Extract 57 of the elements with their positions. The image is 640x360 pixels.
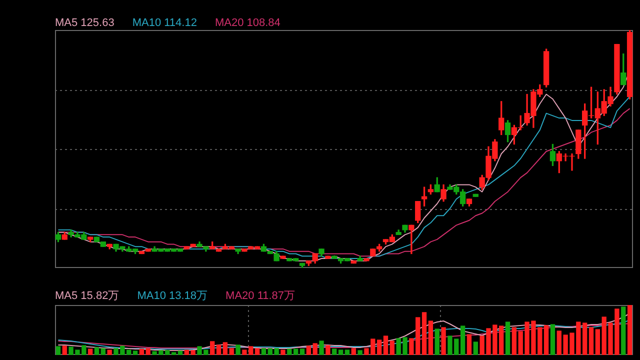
bar	[512, 327, 517, 355]
bar	[132, 350, 138, 355]
bar	[505, 322, 510, 355]
bar	[254, 348, 260, 355]
bar	[216, 344, 222, 355]
bar	[550, 324, 556, 355]
bar	[434, 328, 440, 355]
bar	[351, 348, 356, 355]
bar	[326, 345, 330, 355]
bar	[300, 348, 305, 355]
bar	[139, 348, 144, 355]
bar	[338, 350, 344, 355]
bar	[344, 350, 350, 355]
bar	[94, 347, 100, 355]
bar	[422, 312, 427, 355]
text: MA5 125.63	[55, 17, 114, 29]
bar	[319, 340, 324, 355]
bar	[178, 350, 183, 355]
bar	[222, 342, 228, 355]
bar	[294, 348, 298, 355]
bar	[287, 348, 292, 355]
bar	[100, 348, 106, 355]
bar	[306, 346, 312, 355]
bar	[171, 352, 176, 355]
bar	[428, 320, 434, 355]
bar	[390, 340, 394, 355]
bar	[358, 350, 362, 355]
text: MA10 114.12	[132, 17, 197, 29]
bar	[107, 350, 112, 355]
bar	[280, 350, 286, 355]
bar	[62, 346, 67, 355]
bar	[466, 334, 472, 355]
bar	[210, 341, 215, 355]
bar	[146, 348, 150, 355]
bar	[473, 342, 478, 355]
bar	[261, 348, 266, 355]
bar	[588, 327, 594, 355]
bar	[312, 343, 318, 355]
bar	[441, 327, 446, 355]
text: MA20 108.84	[214, 17, 280, 29]
text: MA20 11.87万	[226, 289, 296, 303]
bar	[229, 348, 234, 355]
bar	[595, 329, 600, 355]
bar	[460, 326, 466, 355]
bar	[332, 348, 337, 355]
bar	[236, 344, 240, 355]
bar	[621, 306, 626, 355]
bar	[582, 322, 588, 355]
bar	[88, 348, 93, 355]
bar	[376, 340, 382, 355]
bar	[383, 336, 388, 355]
text: MA10 13.18万	[137, 289, 208, 303]
candlestick	[408, 224, 414, 254]
bar	[544, 325, 549, 355]
bar	[56, 346, 61, 355]
text: MA5 15.82万	[55, 289, 120, 303]
bar	[627, 305, 632, 355]
